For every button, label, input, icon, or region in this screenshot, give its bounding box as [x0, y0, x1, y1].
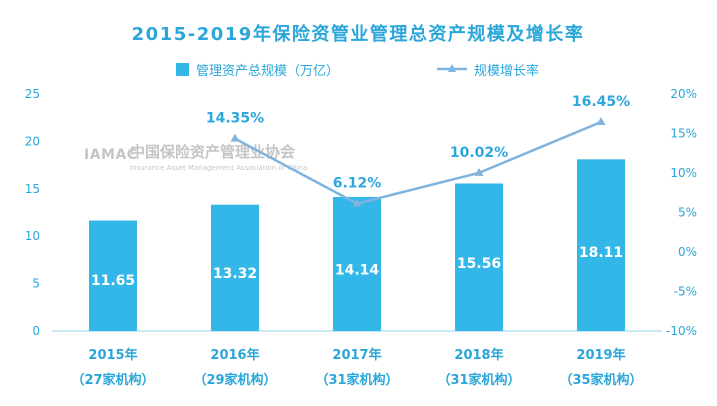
watermark-subtitle: Insurance Asset Management Association o… [130, 164, 307, 172]
x-axis-category-sublabel: （35家机构） [559, 372, 642, 388]
bar [89, 220, 137, 331]
left-axis-tick-label: 25 [25, 87, 40, 101]
legend-line-label: 规模增长率 [474, 63, 539, 79]
left-axis-tick-label: 20 [25, 134, 40, 148]
x-axis-category-label: 2015年 [88, 347, 137, 363]
legend-bar-swatch [176, 63, 189, 76]
bar-value-label: 13.32 [213, 266, 257, 282]
watermark: IAMAC 中国保险资产管理业协会 Insurance Asset Manage… [84, 143, 307, 172]
legend-line-marker-icon [448, 64, 456, 72]
left-axis-tick-label: 10 [25, 229, 40, 243]
right-axis-tick-label: -10% [666, 324, 697, 338]
right-axis: -10% -5% 0% 5% 10% 15% 20% [666, 87, 697, 338]
right-axis-tick-label: 15% [670, 127, 697, 141]
x-axis-category-sublabel: （29家机构） [193, 372, 276, 388]
growth-value-label: 10.02% [450, 145, 508, 161]
growth-value-label: 14.35% [206, 111, 264, 127]
left-axis-tick-label: 0 [32, 324, 40, 338]
bar [333, 196, 381, 331]
growth-value-label: 6.12% [333, 176, 382, 192]
right-axis-tick-label: 0% [678, 245, 697, 259]
growth-line [234, 120, 602, 205]
growth-point-marker-icon [352, 198, 362, 207]
growth-point-marker-icon [230, 133, 240, 142]
x-axis-category-label: 2018年 [454, 347, 503, 363]
bar-value-label: 18.11 [579, 245, 623, 261]
chart-title: 2015-2019年保险资管业管理总资产规模及增长率 [132, 23, 585, 45]
left-axis-tick-label: 15 [25, 182, 40, 196]
x-axis-category-sublabel: （31家机构） [437, 372, 520, 388]
right-axis-tick-label: 5% [678, 206, 697, 220]
bar-series: 11.65 13.32 14.14 15.56 18.11 [89, 159, 625, 331]
x-axis-category-label: 2016年 [210, 347, 259, 363]
growth-point-marker-icon [474, 167, 484, 176]
legend: 管理资产总规模（万亿） 规模增长率 [176, 63, 539, 79]
growth-line-series: 14.35% 6.12% 10.02% 16.45% [206, 94, 630, 207]
left-axis-tick-label: 5 [32, 277, 40, 291]
growth-point-marker-icon [596, 117, 606, 126]
right-axis-tick-label: 10% [670, 166, 697, 180]
bar-value-label: 11.65 [91, 273, 135, 289]
right-axis-tick-label: -5% [674, 285, 697, 299]
bar-value-label: 14.14 [335, 262, 380, 278]
bar [577, 159, 625, 331]
bar-value-label: 15.56 [457, 256, 501, 272]
bar [455, 183, 503, 331]
x-axis-labels: 2015年 （27家机构） 2016年 （29家机构） 2017年 （31家机构） 2018… [71, 347, 642, 388]
x-axis-category-label: 2019年 [576, 347, 625, 363]
watermark-logo: IAMAC [84, 147, 138, 163]
growth-value-label: 16.45% [572, 94, 630, 110]
bar [211, 204, 259, 331]
legend-bar-label: 管理资产总规模（万亿） [196, 64, 339, 79]
x-axis-category-sublabel: （31家机构） [315, 372, 398, 388]
right-axis-tick-label: 20% [670, 87, 697, 101]
x-axis-category-label: 2017年 [332, 347, 381, 363]
x-axis-category-sublabel: （27家机构） [71, 372, 154, 388]
left-axis: 0 5 10 15 20 25 [25, 87, 40, 338]
